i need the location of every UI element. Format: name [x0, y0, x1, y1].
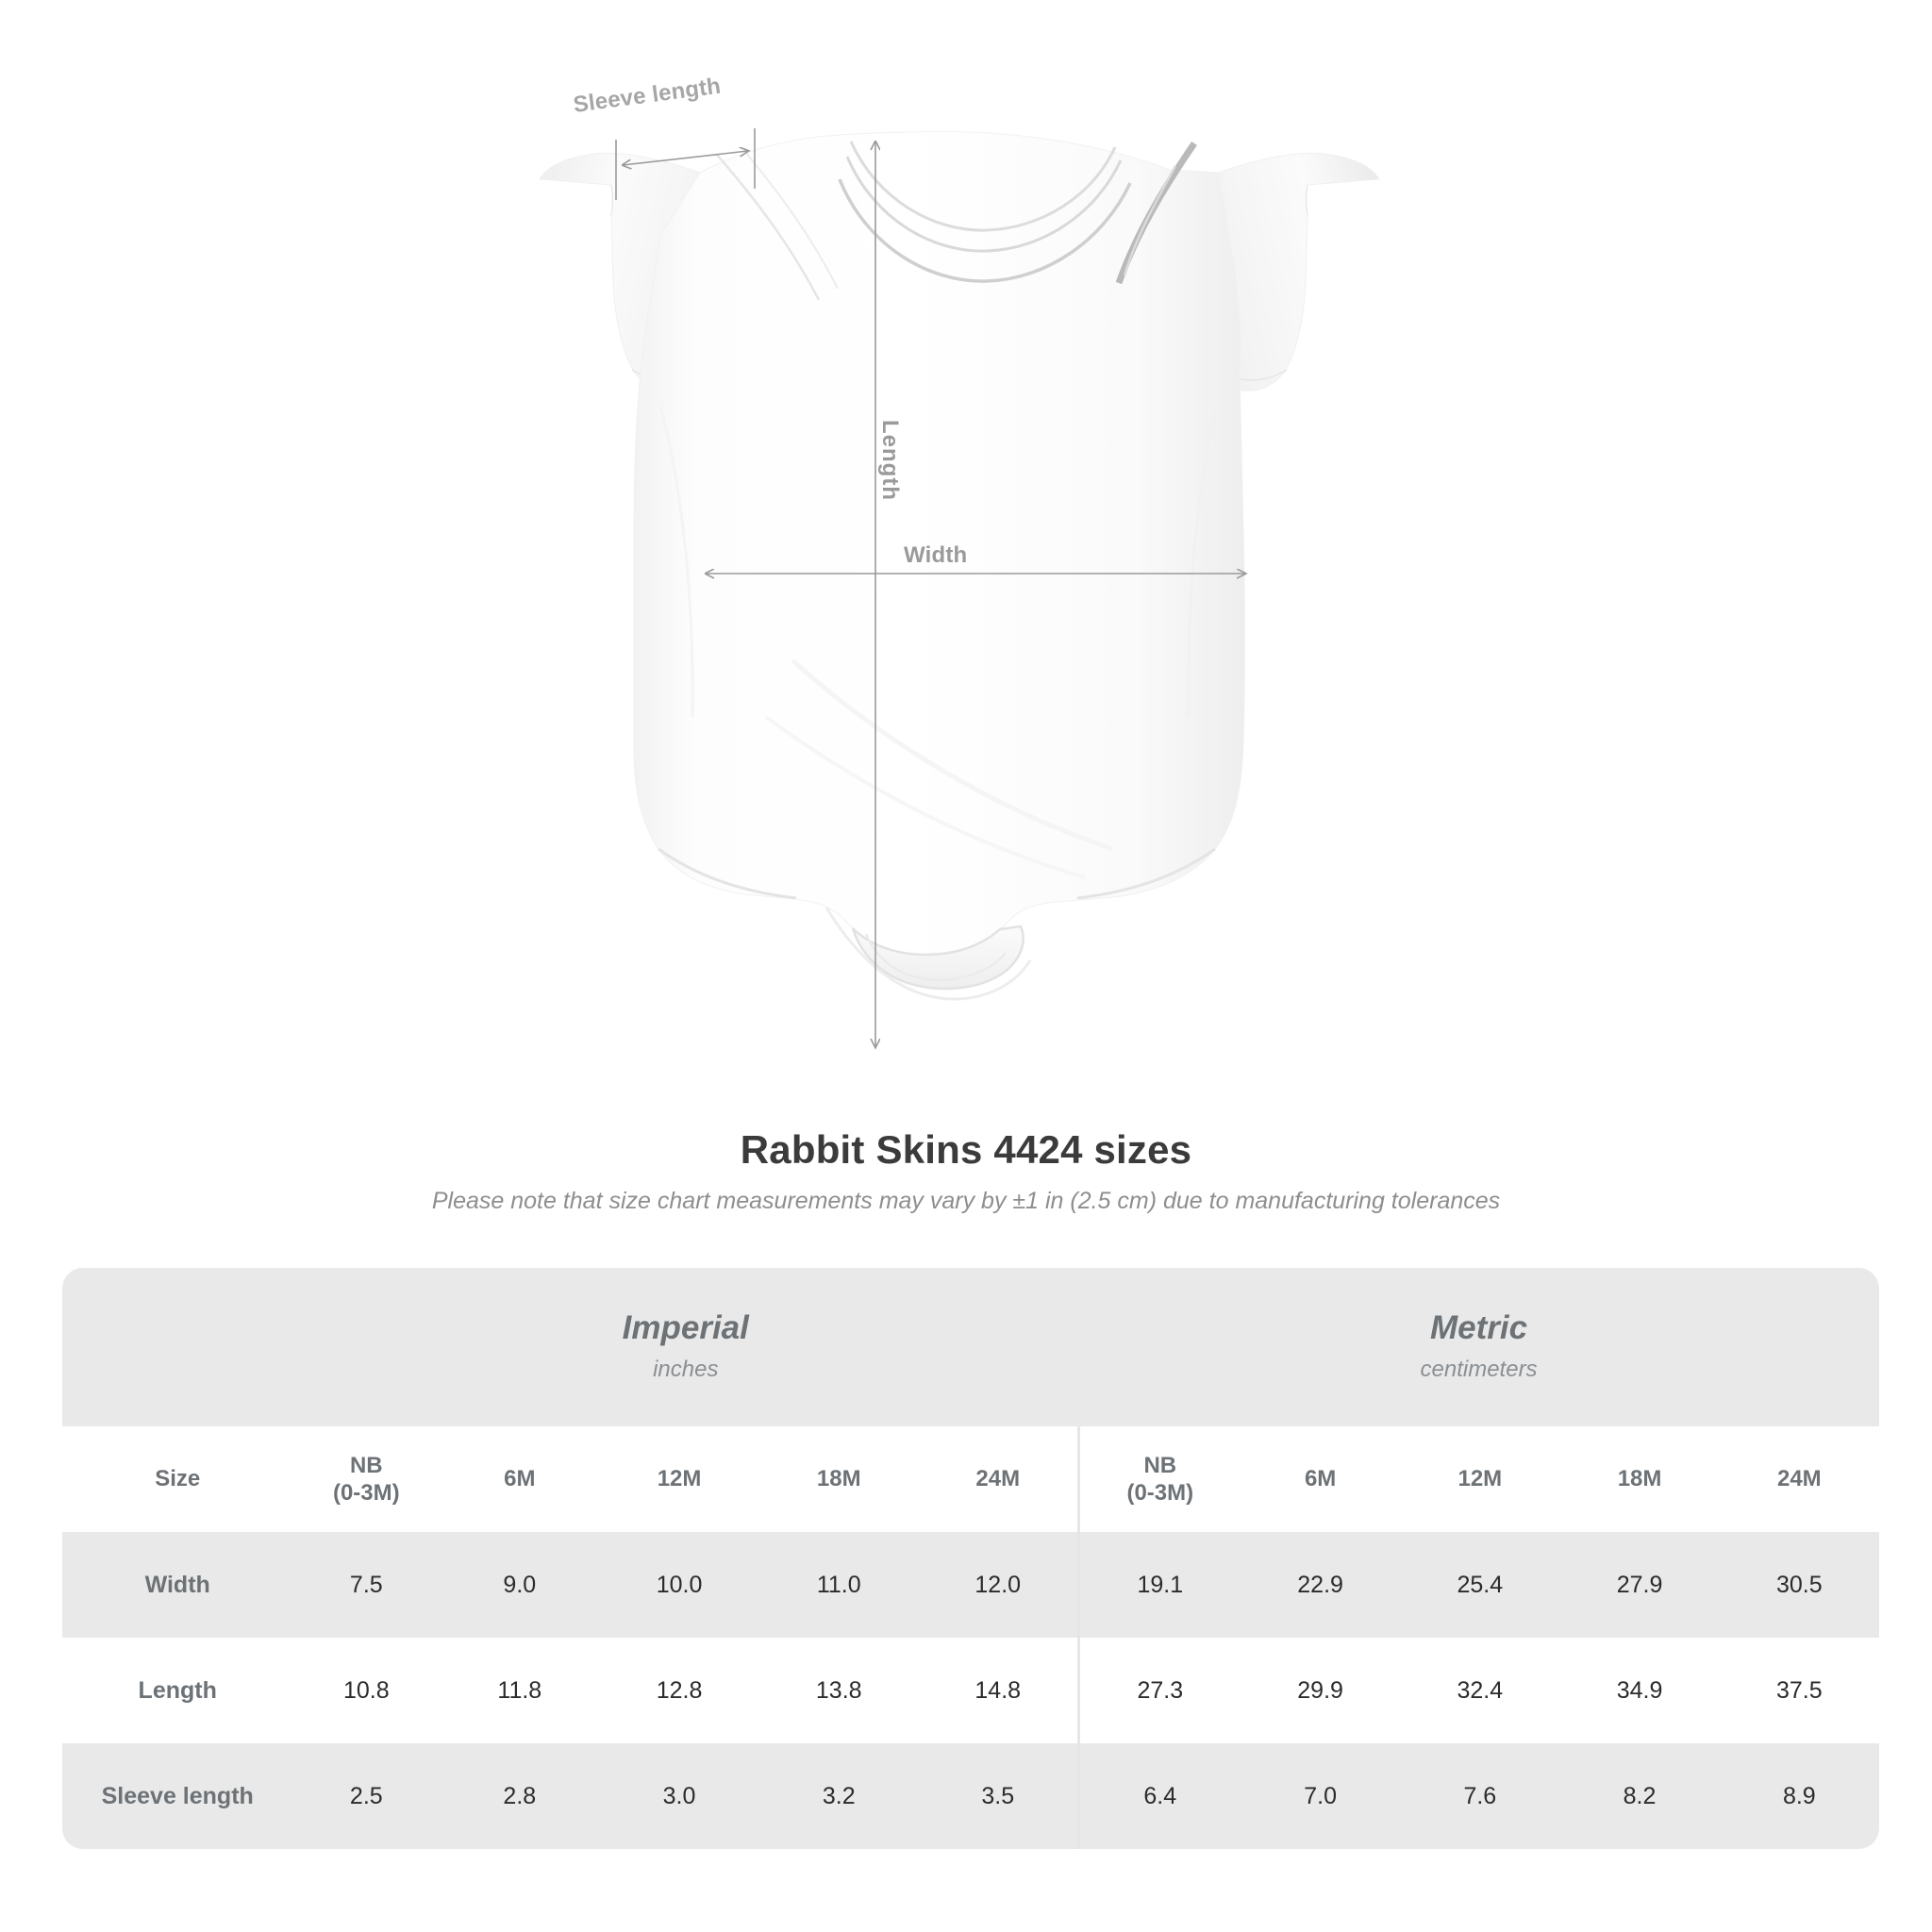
- cell-length-imperial-6m: 11.8: [440, 1638, 600, 1743]
- sleeve-length-arrow: [623, 151, 748, 165]
- cell-sleeve-imperial-18m: 3.2: [758, 1743, 919, 1849]
- cell-length-imperial-18m: 13.8: [758, 1638, 919, 1743]
- dimension-lines: [615, 128, 1245, 1047]
- cell-sleeve-imperial-12m: 3.0: [599, 1743, 759, 1849]
- cell-sleeve-imperial-24m: 3.5: [918, 1743, 1079, 1849]
- cell-width-metric-24m: 30.5: [1719, 1532, 1879, 1638]
- cell-sleeve-imperial-6m: 2.8: [440, 1743, 600, 1849]
- header-metric-nb-line1: NB: [1143, 1452, 1177, 1478]
- row-label-sleeve-length: Sleeve length: [62, 1743, 293, 1849]
- cell-sleeve-metric-nb: 6.4: [1076, 1743, 1241, 1849]
- cell-length-imperial-24m: 14.8: [918, 1638, 1079, 1743]
- header-size: Size: [62, 1426, 293, 1532]
- row-label-length: Length: [62, 1638, 293, 1743]
- unit-name-metric: Metric: [1430, 1308, 1528, 1346]
- cell-sleeve-metric-12m: 7.6: [1400, 1743, 1560, 1849]
- size-header-row: Size NB (0-3M) 6M 12M 18M 24M NB (0-3M) …: [62, 1426, 1879, 1532]
- cell-width-metric-nb: 19.1: [1076, 1532, 1241, 1638]
- cell-length-metric-nb: 27.3: [1076, 1638, 1241, 1743]
- header-metric-18m: 18M: [1559, 1426, 1720, 1532]
- header-imperial-12m: 12M: [599, 1426, 759, 1532]
- bodysuit-diagram: [539, 128, 1380, 1113]
- cell-length-imperial-nb: 10.8: [292, 1638, 441, 1743]
- cell-width-metric-6m: 22.9: [1241, 1532, 1401, 1638]
- header-metric-nb-line2: (0-3M): [1126, 1480, 1194, 1506]
- cell-sleeve-imperial-nb: 2.5: [292, 1743, 441, 1849]
- unit-name-imperial: Imperial: [622, 1308, 749, 1346]
- cell-length-metric-24m: 37.5: [1719, 1638, 1879, 1743]
- unit-banner-spacer: [62, 1268, 293, 1426]
- cell-width-imperial-24m: 12.0: [918, 1532, 1079, 1638]
- cell-width-metric-18m: 27.9: [1559, 1532, 1720, 1638]
- cell-sleeve-metric-24m: 8.9: [1719, 1743, 1879, 1849]
- unit-banner-row: Imperial inches Metric centimeters: [62, 1268, 1879, 1426]
- cell-width-imperial-6m: 9.0: [440, 1532, 600, 1638]
- cell-length-metric-6m: 29.9: [1241, 1638, 1401, 1743]
- header-imperial-18m: 18M: [758, 1426, 919, 1532]
- row-label-width: Width: [62, 1532, 293, 1638]
- cell-width-metric-12m: 25.4: [1400, 1532, 1560, 1638]
- width-annotation: Width: [904, 542, 968, 568]
- header-imperial-6m: 6M: [440, 1426, 600, 1532]
- size-chart-table-wrapper: Imperial inches Metric centimeters Size …: [62, 1268, 1879, 1849]
- header-imperial-24m: 24M: [918, 1426, 1079, 1532]
- table-row: Sleeve length 2.5 2.8 3.0 3.2 3.5 6.4 7.…: [62, 1743, 1879, 1849]
- title-block: Rabbit Skins 4424 sizes Please note that…: [0, 1127, 1932, 1215]
- unit-sub-metric: centimeters: [1420, 1357, 1538, 1383]
- header-imperial-nb-line2: (0-3M): [332, 1480, 400, 1506]
- header-metric-nb: NB (0-3M): [1076, 1426, 1241, 1532]
- cell-width-imperial-12m: 10.0: [599, 1532, 759, 1638]
- unit-group-imperial: Imperial inches: [292, 1268, 1079, 1426]
- cell-length-imperial-12m: 12.8: [599, 1638, 759, 1743]
- cell-width-imperial-18m: 11.0: [758, 1532, 919, 1638]
- garment-illustration: Sleeve length Width Length: [539, 74, 1380, 1113]
- cell-sleeve-metric-18m: 8.2: [1559, 1743, 1720, 1849]
- header-metric-6m: 6M: [1241, 1426, 1401, 1532]
- table-row: Length 10.8 11.8 12.8 13.8 14.8 27.3 29.…: [62, 1638, 1879, 1743]
- cell-width-imperial-nb: 7.5: [292, 1532, 441, 1638]
- page-title: Rabbit Skins 4424 sizes: [740, 1127, 1192, 1172]
- unit-group-metric: Metric centimeters: [1078, 1268, 1879, 1426]
- cell-length-metric-12m: 32.4: [1400, 1638, 1560, 1743]
- size-chart-table: Imperial inches Metric centimeters Size …: [62, 1268, 1879, 1849]
- page-subtitle: Please note that size chart measurements…: [431, 1188, 1501, 1214]
- table-row: Width 7.5 9.0 10.0 11.0 12.0 19.1 22.9 2…: [62, 1532, 1879, 1638]
- header-metric-12m: 12M: [1400, 1426, 1560, 1532]
- bodysuit-body: [633, 131, 1245, 1001]
- cell-length-metric-18m: 34.9: [1559, 1638, 1720, 1743]
- length-annotation: Length: [877, 420, 903, 501]
- unit-sub-imperial: inches: [653, 1357, 719, 1383]
- cell-sleeve-metric-6m: 7.0: [1241, 1743, 1401, 1849]
- header-imperial-nb-line1: NB: [349, 1452, 383, 1478]
- header-imperial-nb: NB (0-3M): [292, 1426, 441, 1532]
- header-metric-24m: 24M: [1719, 1426, 1879, 1532]
